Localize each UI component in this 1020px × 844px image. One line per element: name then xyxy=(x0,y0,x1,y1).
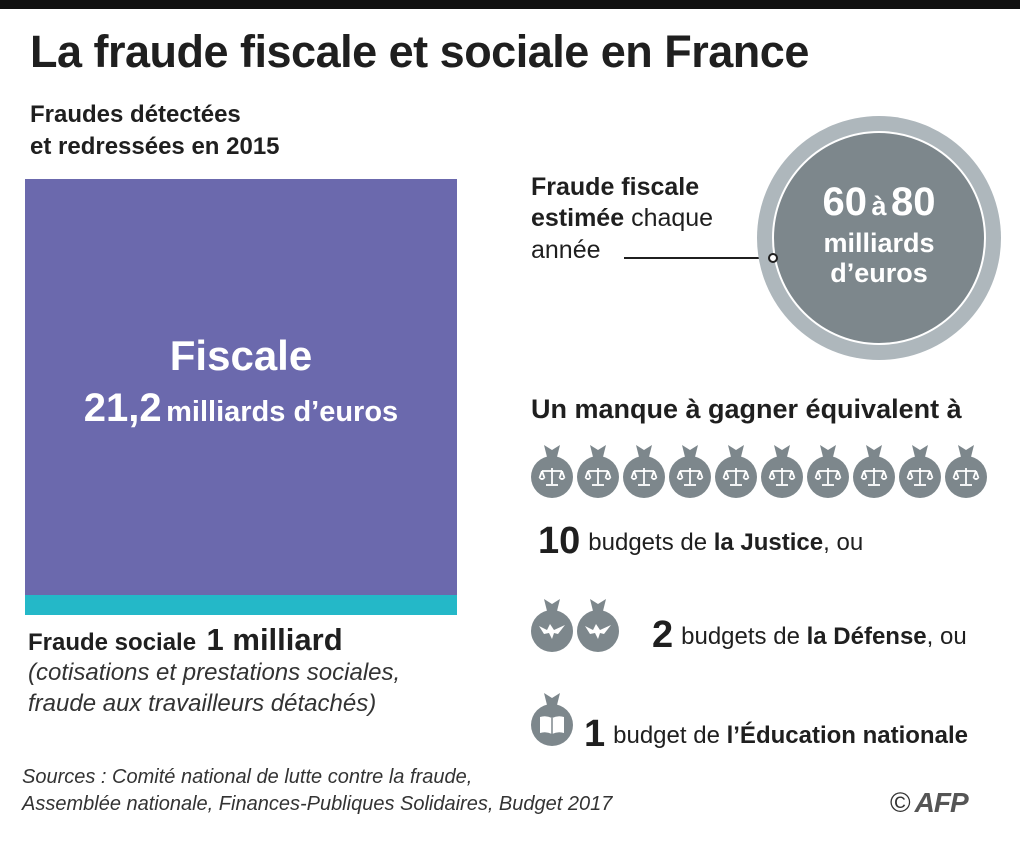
social-note-line-2: fraude aux travailleurs détachés) xyxy=(28,690,377,717)
education-budget-name: l’Éducation nationale xyxy=(726,722,968,749)
leader-dot xyxy=(768,253,778,263)
defense-budget-post: , ou xyxy=(926,623,967,650)
social-number: 1 milliard xyxy=(206,622,343,657)
social-note-line-1: (cotisations et prestations sociales, xyxy=(28,659,401,686)
defense-budget-count: 2 xyxy=(652,614,674,656)
fiscal-label: Fiscale xyxy=(169,332,313,379)
sources: Sources : Comité national de lutte contr… xyxy=(22,764,612,818)
justice-budget-name: la Justice xyxy=(713,529,824,556)
social-fraud-line: Fraude sociale 1 milliard xyxy=(28,622,343,658)
defense-icon-row xyxy=(531,598,623,654)
defense-budget-name: la Défense xyxy=(806,623,927,650)
range-low: 60 xyxy=(822,180,868,224)
credit: © AFP xyxy=(890,787,969,819)
social-fraud-area xyxy=(25,595,457,615)
range-high: 80 xyxy=(890,180,936,224)
estimate-label-line-3: année xyxy=(531,236,601,264)
fiscal-unit: milliards d’euros xyxy=(166,396,399,428)
defense-eagle-icon xyxy=(577,598,619,654)
afp-logo: AFP xyxy=(914,787,969,818)
justice-scales-icon xyxy=(945,444,987,500)
equivalent-heading: Un manque à gagner équivalent à xyxy=(531,394,962,424)
top-bar xyxy=(0,0,1020,9)
estimate-label-line-1: Fraude fiscale xyxy=(531,173,700,201)
justice-scales-icon xyxy=(623,444,665,500)
estimate-bold-word: estimée xyxy=(531,204,625,232)
education-budget-line: 1 budget de l’Éducation nationale xyxy=(584,713,968,756)
fiscal-value: 21,2 milliards d’euros xyxy=(25,386,457,431)
page-title: La fraude fiscale et sociale en France xyxy=(30,26,809,77)
justice-scales-icon xyxy=(761,444,803,500)
range-separator: à xyxy=(871,191,887,221)
social-label: Fraude sociale xyxy=(28,629,197,656)
justice-budget-count: 10 xyxy=(538,520,581,562)
defense-budget-pre: budgets de xyxy=(681,623,800,650)
justice-icon-row xyxy=(531,444,991,500)
estimate-label-line-2: estimée chaque xyxy=(531,204,713,233)
justice-scales-icon xyxy=(531,444,573,500)
estimate-range: 60 à 80 xyxy=(772,180,986,225)
education-budget-count: 1 xyxy=(584,713,606,755)
defense-budget-line: 2 budgets de la Défense, ou xyxy=(652,614,967,657)
defense-eagle-icon xyxy=(531,598,573,654)
estimate-rest: chaque xyxy=(624,204,714,232)
justice-budget-line: 10 budgets de la Justice, ou xyxy=(538,520,863,563)
education-book-icon xyxy=(531,692,573,748)
estimate-unit-line-1: milliards xyxy=(823,228,935,258)
justice-scales-icon xyxy=(853,444,895,500)
leader-line xyxy=(624,257,774,259)
justice-scales-icon xyxy=(669,444,711,500)
sources-line-2: Assemblée nationale, Finances-Publiques … xyxy=(22,793,613,815)
justice-budget-pre: budgets de xyxy=(588,529,708,556)
justice-scales-icon xyxy=(715,444,757,500)
justice-scales-icon xyxy=(577,444,619,500)
subtitle-line-1: Fraudes détectées xyxy=(30,101,241,128)
justice-budget-post: , ou xyxy=(823,529,864,556)
justice-scales-icon xyxy=(807,444,849,500)
estimate-unit-line-2: d’euros xyxy=(830,258,928,288)
fiscal-fraud-area xyxy=(25,179,457,595)
estimate-circle xyxy=(772,131,986,345)
copyright-symbol: © xyxy=(890,787,911,818)
education-icon-row xyxy=(531,692,577,748)
subtitle-line-2: et redressées en 2015 xyxy=(30,133,280,160)
education-budget-pre: budget de xyxy=(613,722,720,749)
justice-scales-icon xyxy=(899,444,941,500)
fiscal-number: 21,2 xyxy=(83,386,162,430)
sources-line-1: Sources : Comité national de lutte contr… xyxy=(22,766,473,788)
